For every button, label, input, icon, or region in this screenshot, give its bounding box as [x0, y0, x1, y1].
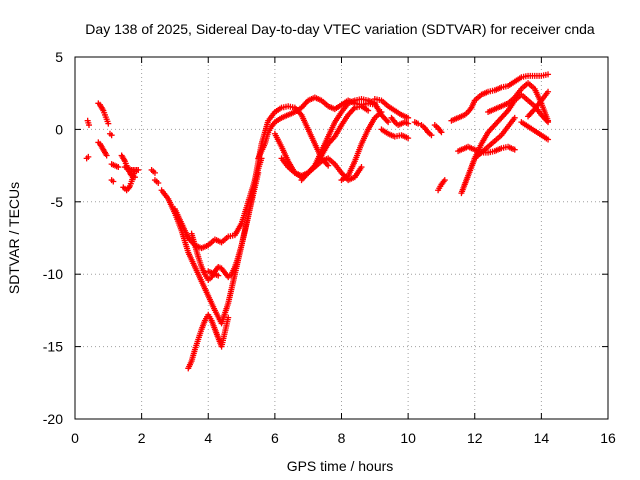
series-arc32	[458, 114, 518, 197]
data-point	[428, 132, 435, 139]
y-axis-label: SDTVAR / TECUs	[6, 182, 22, 294]
y-tick-label: -5	[51, 194, 64, 210]
series-arc12	[151, 177, 162, 186]
series-arc36	[525, 88, 552, 120]
series-arc28	[431, 122, 445, 136]
x-tick-labels: 0 2 4 6 8 10 12 14 16	[71, 430, 616, 446]
x-tick-label: 16	[600, 430, 616, 446]
data-point	[438, 129, 445, 136]
data-points	[83, 71, 552, 372]
data-point	[365, 107, 372, 114]
series-arc1	[83, 153, 92, 162]
series-arc23	[371, 95, 412, 121]
series-arc5	[106, 130, 115, 139]
series-arc2	[84, 117, 92, 129]
x-tick-label: 6	[271, 430, 279, 446]
y-tick-label: -15	[43, 339, 63, 355]
series-arc27	[418, 122, 435, 139]
data-point	[545, 136, 552, 143]
series-arc34	[485, 80, 552, 124]
series-arc11	[148, 166, 158, 176]
y-tick-label: -20	[43, 411, 63, 427]
plot-frame	[74, 56, 609, 420]
data-point	[103, 152, 110, 159]
data-point	[415, 120, 422, 127]
data-point	[110, 178, 117, 185]
series-arc14	[171, 155, 265, 252]
series-arc24	[378, 126, 412, 142]
data-point	[358, 164, 365, 171]
y-tick-label: -10	[43, 266, 63, 282]
series-arc6	[108, 161, 122, 171]
data-point	[108, 132, 115, 139]
series-arc10	[121, 164, 142, 173]
series-arc9	[120, 168, 138, 194]
x-tick-label: 10	[400, 430, 416, 446]
data-point	[85, 153, 92, 160]
data-point	[405, 135, 412, 142]
data-point	[105, 120, 112, 127]
data-point	[441, 177, 448, 184]
y-tick-label: 0	[55, 121, 63, 137]
data-point	[215, 272, 222, 279]
series-arc26	[411, 119, 422, 127]
data-point	[115, 164, 122, 171]
data-point	[155, 179, 162, 186]
series-arc16	[188, 169, 262, 283]
series-arc22	[338, 109, 385, 184]
data-point	[405, 120, 412, 127]
y-tick-label: 5	[55, 49, 63, 65]
series-arc29	[435, 177, 448, 194]
series-arc25	[388, 114, 412, 129]
y-tick-labels: -20 -15 -10 -5 0 5	[43, 49, 63, 427]
data-point	[225, 314, 232, 321]
data-point	[378, 109, 385, 116]
x-axis-label: GPS time / hours	[287, 458, 394, 474]
x-tick-label: 4	[204, 430, 212, 446]
x-tick-label: 2	[138, 430, 146, 446]
chart-title: Day 138 of 2025, Sidereal Day-to-day VTE…	[85, 21, 595, 37]
data-point	[151, 169, 158, 176]
data-point	[545, 117, 552, 124]
data-point	[325, 162, 332, 169]
series-arc30	[448, 71, 552, 124]
data-point	[255, 169, 262, 176]
x-tick-label: 8	[338, 430, 346, 446]
data-point	[385, 119, 392, 126]
series-arc4	[95, 139, 110, 159]
data-point	[511, 146, 518, 153]
x-tick-label: 12	[467, 430, 483, 446]
data-point	[85, 122, 92, 129]
series-arc17	[205, 268, 222, 279]
data-point	[511, 114, 518, 121]
x-tick-label: 0	[71, 430, 79, 446]
series-arc21	[298, 95, 392, 184]
series-arc35	[518, 119, 552, 143]
x-tick-label: 14	[534, 430, 550, 446]
series-arc7	[108, 177, 117, 185]
data-point	[135, 166, 142, 173]
data-point	[545, 88, 552, 95]
data-point	[405, 114, 412, 121]
series-arc15	[185, 311, 232, 372]
series-arc3	[95, 100, 112, 127]
data-point	[545, 71, 552, 78]
